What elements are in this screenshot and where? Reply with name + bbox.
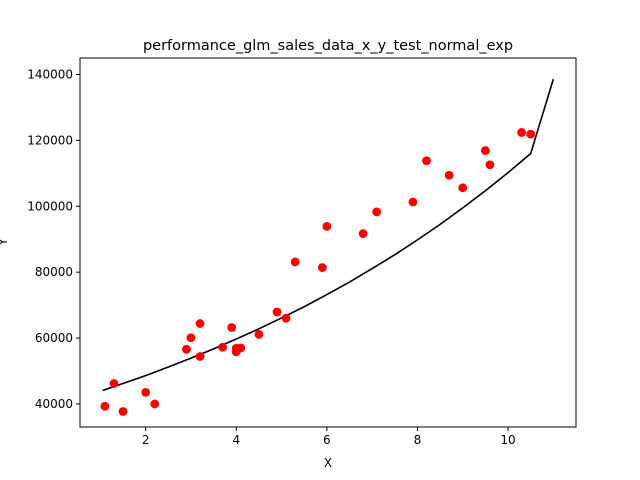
x-axis-label: X: [324, 456, 332, 470]
plot-frame: [79, 57, 577, 428]
data-point: [517, 128, 527, 137]
data-point: [290, 257, 300, 267]
data-point: [322, 221, 332, 231]
y-tick-label: 80000: [35, 265, 73, 279]
y-tick-label: 60000: [35, 331, 73, 345]
data-point: [218, 342, 228, 352]
x-tick-label: 2: [142, 433, 150, 447]
x-tick-label: 8: [414, 433, 422, 447]
data-point: [408, 197, 418, 207]
y-tick-label: 120000: [27, 133, 73, 147]
data-point: [485, 160, 495, 170]
plot-area: [80, 58, 576, 427]
data-point: [422, 156, 431, 166]
data-point: [186, 333, 196, 343]
data-point: [372, 207, 382, 217]
data-point: [236, 343, 246, 353]
data-point: [150, 399, 160, 409]
data-point: [481, 146, 490, 155]
data-point: [458, 183, 468, 193]
x-tick-label: 4: [232, 433, 240, 447]
data-point: [444, 170, 454, 180]
fit-curve: [102, 78, 555, 392]
y-axis-label: Y: [0, 238, 10, 247]
data-point: [182, 344, 191, 354]
data-point: [254, 330, 264, 339]
data-point: [281, 313, 291, 323]
data-point: [109, 379, 119, 388]
data-point: [195, 319, 205, 328]
data-point: [317, 263, 327, 272]
data-point: [100, 401, 110, 411]
x-tick-label: 6: [323, 433, 331, 447]
data-point: [118, 407, 128, 416]
x-tick-label: 10: [500, 433, 515, 447]
chart-title: performance_glm_sales_data_x_y_test_norm…: [143, 38, 513, 54]
data-point: [141, 388, 151, 397]
y-tick-label: 100000: [27, 199, 73, 213]
data-point: [227, 323, 237, 332]
data-point: [526, 129, 536, 139]
data-point: [272, 307, 282, 317]
data-point: [358, 229, 368, 239]
y-tick-label: 140000: [27, 67, 73, 81]
y-tick-label: 40000: [35, 397, 73, 411]
data-point: [195, 352, 205, 361]
